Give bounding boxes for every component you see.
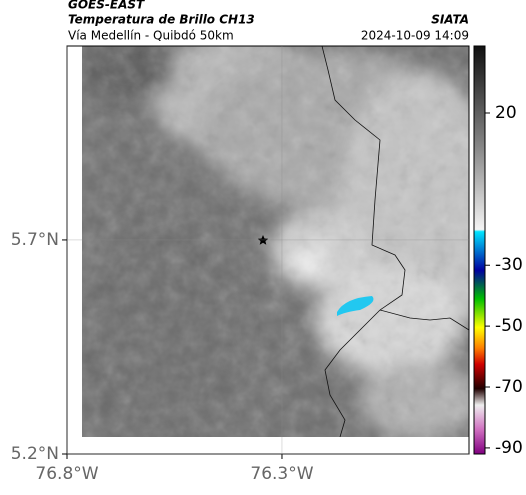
colorbar-tick-label: -70 <box>495 377 523 397</box>
source: SIATA <box>431 13 469 27</box>
title: GOES-EAST <box>68 0 145 12</box>
x-tick-label: 76.8°W <box>35 464 98 484</box>
subtitle: Temperatura de Brillo CH13 <box>68 13 255 27</box>
timestamp: 2024-10-09 14:09 <box>361 29 469 43</box>
colorbar-tick-label: -30 <box>495 255 523 275</box>
colorbar-tick-label: -50 <box>495 316 523 336</box>
y-tick-label: 5.2°N <box>11 444 59 464</box>
colorbar <box>473 45 486 455</box>
x-tick-label: 76.3°W <box>250 464 313 484</box>
route: Vía Medellín - Quibdó 50km <box>68 29 234 43</box>
satellite-image <box>82 46 469 437</box>
y-tick-label: 5.7°N <box>11 230 59 250</box>
colorbar-tick-label: 20 <box>495 103 517 123</box>
colorbar-tick-label: -90 <box>495 438 523 458</box>
